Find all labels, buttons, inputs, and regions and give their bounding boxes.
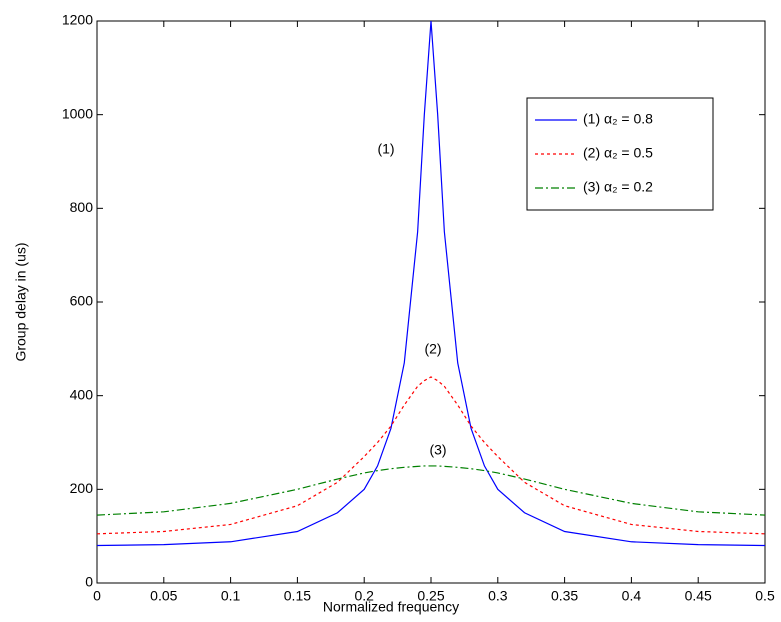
x-axis-label: Normalized frequency (323, 599, 459, 615)
y-tick-label: 200 (70, 480, 94, 496)
y-tick-label: 1200 (62, 12, 93, 28)
annotation: (1) (377, 141, 394, 157)
x-tick-label: 0.45 (685, 588, 712, 604)
series-line (96, 376, 766, 535)
y-tick-label: 0 (85, 574, 93, 590)
x-tick-label: 0.1 (221, 588, 241, 604)
x-tick-label: 0.3 (488, 588, 508, 604)
x-tick-label: 0.25 (417, 588, 444, 604)
legend-label: (1) α₂ = 0.8 (583, 111, 653, 127)
annotation: (2) (424, 341, 441, 357)
y-axis-label: Group delay in (us) (13, 242, 29, 361)
x-tick-label: 0 (93, 588, 101, 604)
legend-box (526, 97, 714, 211)
x-tick-label: 0.15 (284, 588, 311, 604)
legend-label: (2) α₂ = 0.5 (583, 145, 653, 161)
series-line (96, 20, 766, 547)
annotation: (3) (429, 442, 446, 458)
y-tick-label: 800 (70, 199, 94, 215)
series-line (96, 465, 766, 516)
legend-label: (3) α₂ = 0.2 (583, 179, 653, 195)
x-tick-label: 0.35 (551, 588, 578, 604)
x-tick-label: 0.05 (150, 588, 177, 604)
y-tick-label: 1000 (62, 105, 93, 121)
y-tick-label: 400 (70, 386, 94, 402)
x-tick-label: 0.4 (622, 588, 642, 604)
x-tick-label: 0.2 (354, 588, 374, 604)
x-tick-label: 0.5 (755, 588, 775, 604)
y-tick-label: 600 (70, 293, 94, 309)
